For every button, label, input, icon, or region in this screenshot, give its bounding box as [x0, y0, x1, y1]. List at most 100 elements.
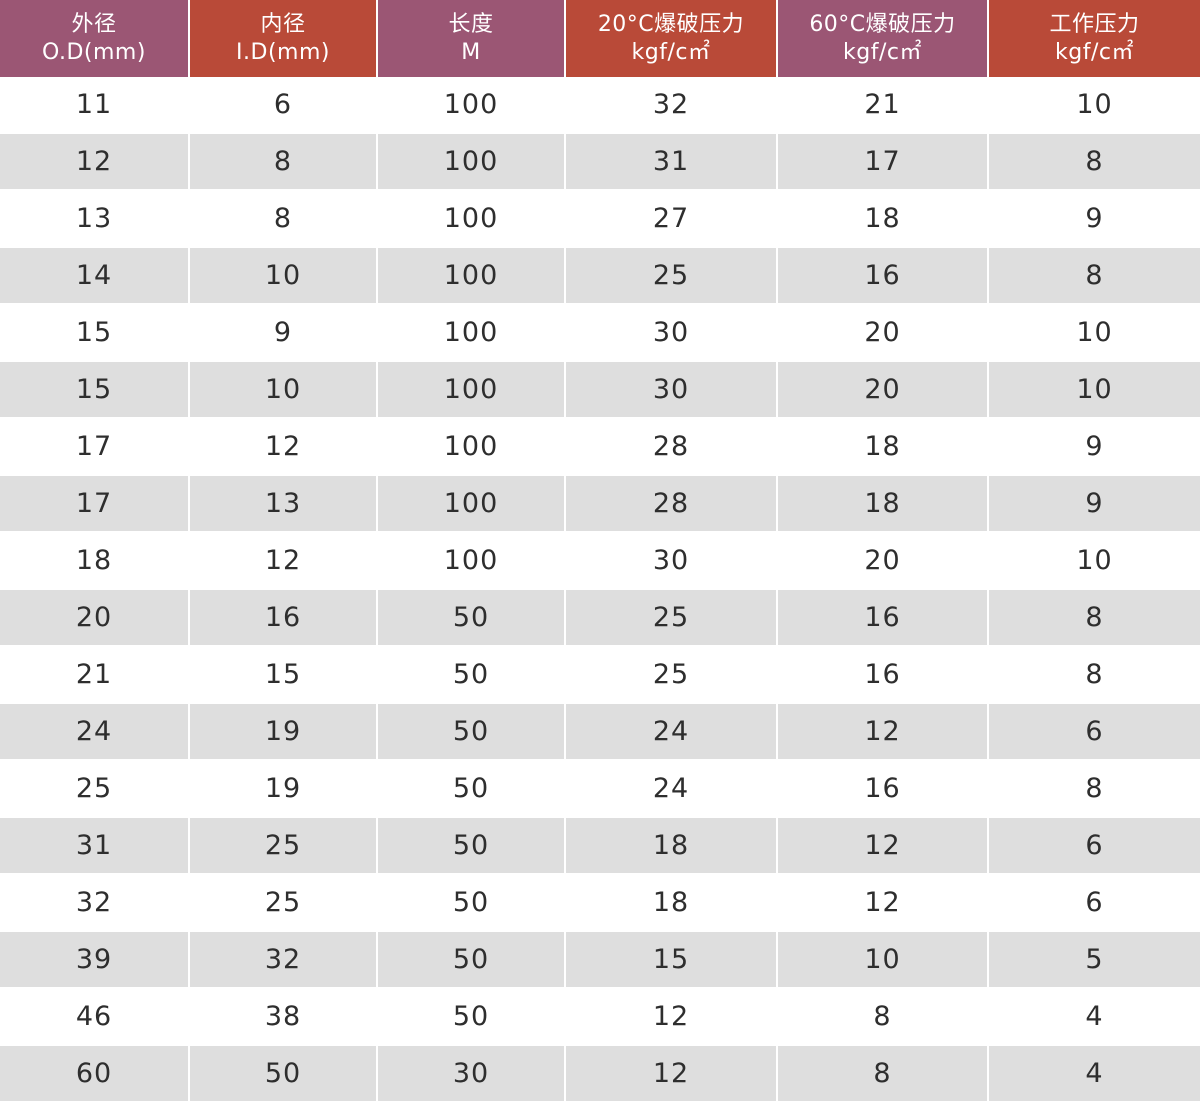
cell-burst-pressure-20c: 25	[565, 246, 778, 304]
cell-burst-pressure-60c: 8	[777, 1044, 989, 1101]
cell-length: 50	[377, 588, 566, 646]
cell-burst-pressure-20c: 18	[565, 873, 778, 931]
cell-outer-diameter: 60	[0, 1044, 190, 1101]
cell-burst-pressure-20c: 15	[565, 930, 778, 988]
cell-inner-diameter: 13	[189, 474, 378, 532]
cell-length: 100	[377, 132, 566, 190]
cell-length: 50	[377, 645, 566, 703]
table-row: 17 12 100 28 18 9	[0, 417, 1200, 475]
cell-inner-diameter: 8	[189, 189, 378, 247]
cell-burst-pressure-20c: 32	[565, 77, 778, 133]
header-burst-pressure-20c: 20°C爆破压力 kgf/c㎡	[565, 0, 778, 77]
cell-inner-diameter: 10	[189, 360, 378, 418]
cell-outer-diameter: 20	[0, 588, 190, 646]
table-row: 31 25 50 18 12 6	[0, 816, 1200, 874]
cell-outer-diameter: 46	[0, 987, 190, 1045]
cell-working-pressure: 8	[988, 132, 1200, 190]
header-label-unit: kgf/c㎡	[843, 39, 922, 65]
cell-inner-diameter: 12	[189, 531, 378, 589]
cell-burst-pressure-60c: 12	[777, 816, 989, 874]
header-label-cn: 60°C爆破压力	[809, 11, 956, 37]
cell-working-pressure: 8	[988, 588, 1200, 646]
table-row: 13 8 100 27 18 9	[0, 189, 1200, 247]
cell-burst-pressure-20c: 31	[565, 132, 778, 190]
cell-inner-diameter: 15	[189, 645, 378, 703]
cell-outer-diameter: 15	[0, 303, 190, 361]
cell-inner-diameter: 32	[189, 930, 378, 988]
cell-burst-pressure-60c: 8	[777, 987, 989, 1045]
cell-length: 50	[377, 873, 566, 931]
header-working-pressure: 工作压力 kgf/c㎡	[988, 0, 1200, 77]
cell-burst-pressure-60c: 12	[777, 702, 989, 760]
table-row: 25 19 50 24 16 8	[0, 759, 1200, 817]
header-label-unit: kgf/c㎡	[631, 39, 711, 65]
cell-length: 50	[377, 702, 566, 760]
cell-inner-diameter: 38	[189, 987, 378, 1045]
header-length: 长度 M	[377, 0, 566, 77]
cell-length: 100	[377, 360, 566, 418]
cell-length: 30	[377, 1044, 566, 1101]
cell-inner-diameter: 10	[189, 246, 378, 304]
cell-burst-pressure-20c: 28	[565, 474, 778, 532]
cell-outer-diameter: 21	[0, 645, 190, 703]
header-label-unit: kgf/c㎡	[1055, 39, 1134, 65]
cell-length: 100	[377, 303, 566, 361]
cell-burst-pressure-20c: 12	[565, 987, 778, 1045]
cell-burst-pressure-20c: 24	[565, 759, 778, 817]
cell-length: 100	[377, 77, 566, 133]
cell-length: 50	[377, 930, 566, 988]
table-row: 60 50 30 12 8 4	[0, 1044, 1200, 1101]
cell-inner-diameter: 19	[189, 702, 378, 760]
cell-working-pressure: 5	[988, 930, 1200, 988]
cell-burst-pressure-60c: 16	[777, 759, 989, 817]
cell-length: 100	[377, 246, 566, 304]
cell-inner-diameter: 16	[189, 588, 378, 646]
cell-burst-pressure-60c: 16	[777, 588, 989, 646]
table-row: 15 9 100 30 20 10	[0, 303, 1200, 361]
cell-inner-diameter: 12	[189, 417, 378, 475]
cell-outer-diameter: 12	[0, 132, 190, 190]
cell-inner-diameter: 6	[189, 77, 378, 133]
cell-inner-diameter: 8	[189, 132, 378, 190]
cell-burst-pressure-60c: 18	[777, 189, 989, 247]
cell-working-pressure: 9	[988, 417, 1200, 475]
table-row: 21 15 50 25 16 8	[0, 645, 1200, 703]
cell-burst-pressure-60c: 16	[777, 246, 989, 304]
cell-outer-diameter: 24	[0, 702, 190, 760]
cell-length: 100	[377, 417, 566, 475]
table-row: 32 25 50 18 12 6	[0, 873, 1200, 931]
table-row: 18 12 100 30 20 10	[0, 531, 1200, 589]
cell-working-pressure: 6	[988, 816, 1200, 874]
cell-outer-diameter: 13	[0, 189, 190, 247]
cell-burst-pressure-20c: 25	[565, 645, 778, 703]
header-label-cn: 外径	[71, 11, 117, 37]
cell-working-pressure: 9	[988, 474, 1200, 532]
header-label-cn: 长度	[448, 11, 494, 37]
cell-length: 50	[377, 816, 566, 874]
table-body: 11 6 100 32 21 10 12 8 100 31 17 8 13 8 100 27 18 9 14 10 10…	[0, 77, 1200, 1101]
cell-outer-diameter: 31	[0, 816, 190, 874]
header-outer-diameter: 外径 O.D(mm)	[0, 0, 190, 77]
cell-burst-pressure-60c: 20	[777, 531, 989, 589]
header-inner-diameter: 内径 I.D(mm)	[189, 0, 378, 77]
cell-working-pressure: 10	[988, 303, 1200, 361]
cell-working-pressure: 8	[988, 759, 1200, 817]
cell-working-pressure: 9	[988, 189, 1200, 247]
table-row: 17 13 100 28 18 9	[0, 474, 1200, 532]
cell-working-pressure: 4	[988, 1044, 1200, 1101]
cell-length: 100	[377, 474, 566, 532]
header-label-unit: I.D(mm)	[236, 39, 330, 65]
cell-working-pressure: 10	[988, 531, 1200, 589]
header-label-cn: 工作压力	[1049, 11, 1140, 37]
cell-burst-pressure-60c: 10	[777, 930, 989, 988]
cell-working-pressure: 8	[988, 246, 1200, 304]
cell-burst-pressure-20c: 18	[565, 816, 778, 874]
cell-inner-diameter: 25	[189, 816, 378, 874]
cell-burst-pressure-60c: 18	[777, 417, 989, 475]
cell-burst-pressure-60c: 20	[777, 360, 989, 418]
table-row: 15 10 100 30 20 10	[0, 360, 1200, 418]
table-row: 24 19 50 24 12 6	[0, 702, 1200, 760]
cell-burst-pressure-60c: 20	[777, 303, 989, 361]
cell-burst-pressure-20c: 12	[565, 1044, 778, 1101]
